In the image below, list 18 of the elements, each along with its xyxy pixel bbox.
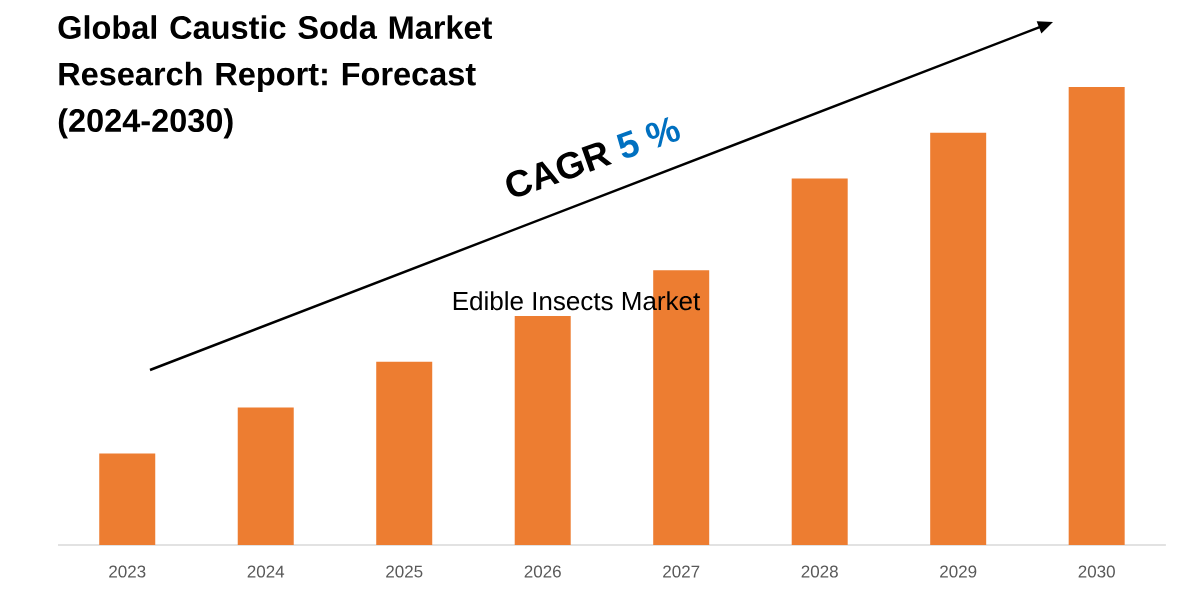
bar [99, 453, 156, 545]
x-tick-label: 2026 [524, 565, 561, 578]
bar [930, 132, 987, 545]
x-tick-label: 2023 [109, 565, 146, 578]
chart-title: Global Caustic Soda Market Research Report: Forecast (2024-2030) [58, 15, 493, 139]
x-tick-label: 2024 [247, 565, 285, 578]
annotation: 5 % [616, 116, 680, 158]
bar [237, 407, 294, 545]
bar [514, 316, 571, 545]
x-tick-label: 2025 [386, 565, 423, 578]
x-tick-label: 2030 [1078, 565, 1115, 578]
x-tick-label: 2029 [940, 565, 977, 578]
x-tick-label: 2028 [801, 565, 838, 578]
bar [1068, 87, 1125, 545]
annotation: CAGR [506, 142, 613, 197]
x-tick-label: 2027 [663, 565, 700, 578]
bar [376, 361, 433, 545]
bar [791, 178, 848, 545]
